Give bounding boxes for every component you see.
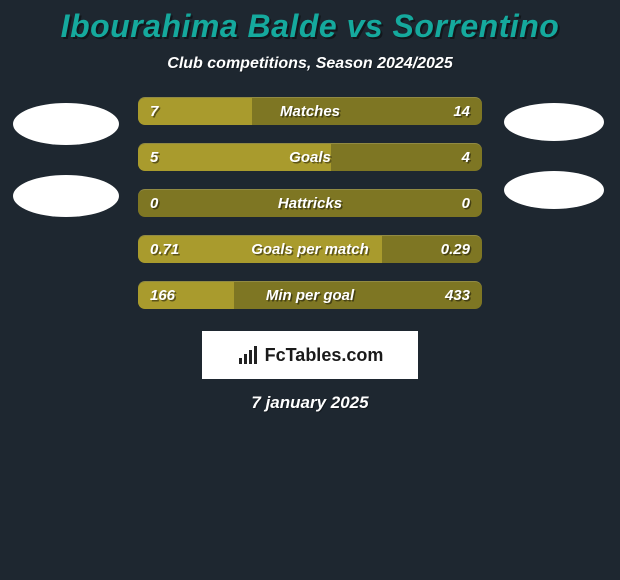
player-photo-right-1 <box>504 103 604 141</box>
left-avatar-column <box>12 97 120 217</box>
bar-row: 166Min per goal433 <box>138 281 482 309</box>
comparison-infographic: Ibourahima Balde vs Sorrentino Club comp… <box>0 0 620 413</box>
chart-area: 7Matches14 5Goals4 0Hattricks0 0.71Goals pe… <box>0 97 620 309</box>
page-title: Ibourahima Balde vs Sorrentino <box>0 8 620 45</box>
bar-row: 5Goals4 <box>138 143 482 171</box>
bar-right-value: 4 <box>462 144 470 171</box>
bar-label: Goals per match <box>138 236 482 263</box>
bar-right-value: 14 <box>453 98 470 125</box>
bar-label: Hattricks <box>138 190 482 217</box>
bar-row: 7Matches14 <box>138 97 482 125</box>
right-avatar-column <box>500 97 608 209</box>
player-photo-right-2 <box>504 171 604 209</box>
bar-right-value: 433 <box>445 282 470 309</box>
bar-label: Goals <box>138 144 482 171</box>
bar-row: 0.71Goals per match0.29 <box>138 235 482 263</box>
bar-chart-icon <box>237 344 259 366</box>
player-photo-left-1 <box>13 103 119 145</box>
source-logo: FcTables.com <box>202 331 418 379</box>
bar-right-value: 0.29 <box>441 236 470 263</box>
bar-row: 0Hattricks0 <box>138 189 482 217</box>
player-photo-left-2 <box>13 175 119 217</box>
logo-text: FcTables.com <box>265 345 384 366</box>
page-subtitle: Club competitions, Season 2024/2025 <box>0 55 620 73</box>
snapshot-date: 7 january 2025 <box>0 393 620 413</box>
comparison-bars: 7Matches14 5Goals4 0Hattricks0 0.71Goals pe… <box>138 97 482 309</box>
bar-right-value: 0 <box>462 190 470 217</box>
bar-label: Min per goal <box>138 282 482 309</box>
bar-label: Matches <box>138 98 482 125</box>
